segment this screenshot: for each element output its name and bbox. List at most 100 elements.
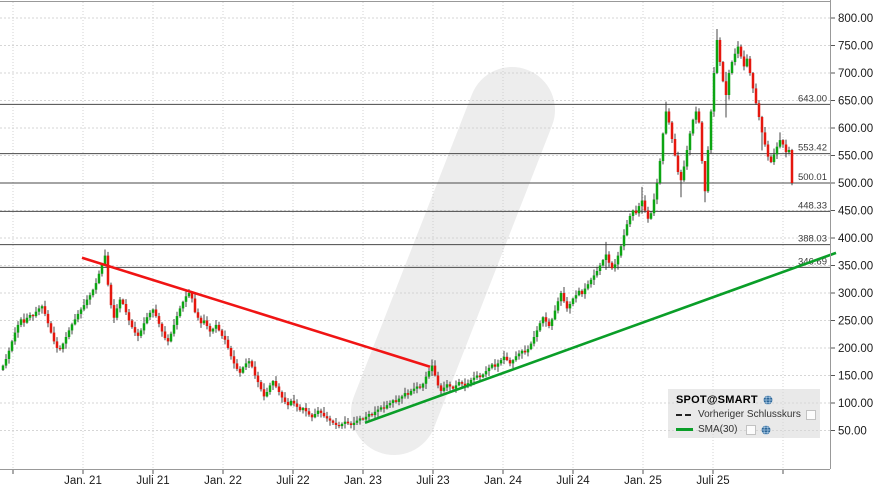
y-axis-label: 50.00 [838, 426, 867, 438]
candle [721, 61, 725, 83]
prev-close-line-swatch [676, 413, 693, 416]
candle [544, 312, 548, 327]
candle [736, 41, 740, 59]
candle [697, 108, 701, 124]
candle [250, 359, 254, 369]
candle [691, 118, 695, 136]
candle [91, 288, 95, 298]
y-axis-label: 500.00 [838, 178, 873, 190]
candle [382, 401, 386, 413]
legend-item-sma: SMA(30) [676, 422, 814, 437]
x-axis-label: Juli 24 [556, 475, 590, 487]
x-axis-label: Juli 22 [276, 475, 309, 487]
y-axis-label: 600.00 [838, 123, 873, 135]
candle [427, 367, 431, 379]
candle [220, 328, 224, 339]
candle [196, 308, 200, 321]
candle [415, 382, 419, 394]
candle [163, 326, 167, 341]
candle [388, 400, 392, 408]
candle [235, 359, 239, 372]
candle [592, 269, 596, 285]
candle [610, 261, 614, 270]
candle [184, 291, 188, 307]
candle [406, 389, 410, 399]
candle [523, 345, 527, 355]
candle [391, 399, 395, 408]
candle [679, 169, 683, 198]
sma-line-swatch [676, 428, 693, 431]
candle [541, 316, 545, 327]
candle [643, 195, 647, 213]
candle [160, 322, 164, 337]
candle [595, 266, 599, 278]
candle [124, 299, 128, 316]
candle [412, 382, 416, 394]
y-axis-label: 350.00 [838, 261, 873, 273]
candle [7, 347, 11, 364]
candle [718, 37, 722, 66]
candle [706, 146, 710, 193]
candle [181, 300, 185, 312]
instrument-globe-icon[interactable] [763, 394, 773, 405]
candle [487, 364, 491, 376]
sma-globe-icon[interactable] [761, 424, 771, 435]
candle [229, 345, 233, 360]
candle [688, 130, 692, 156]
candle [484, 366, 488, 378]
candle [208, 323, 212, 337]
candle [307, 408, 311, 417]
candle [424, 371, 428, 389]
candle [37, 305, 41, 316]
candle [52, 326, 56, 345]
candles-layer [1, 29, 794, 431]
candle [85, 295, 89, 309]
candle [40, 304, 44, 314]
candle [625, 219, 629, 237]
level-label: 388.03 [798, 234, 827, 245]
candle [88, 292, 92, 305]
candle [226, 336, 230, 350]
candle [550, 317, 554, 330]
support-trendline[interactable] [364, 251, 837, 425]
candle [370, 412, 374, 417]
candle [67, 327, 71, 340]
candle [538, 320, 542, 332]
candle [49, 321, 53, 334]
level-label: 553.42 [798, 143, 827, 154]
candle [715, 29, 719, 75]
candle [421, 382, 425, 391]
sma-checkbox[interactable] [746, 424, 757, 435]
candle [682, 160, 686, 182]
candle [655, 178, 659, 205]
y-axis-label: 150.00 [838, 371, 873, 383]
y-axis-label: 650.00 [838, 96, 873, 108]
candle [325, 411, 329, 422]
candle [283, 392, 287, 405]
y-axis-label: 450.00 [838, 206, 873, 218]
candle [766, 140, 770, 161]
x-axis-label: Jan. 21 [64, 475, 102, 487]
candle [637, 202, 641, 217]
candle [31, 314, 35, 321]
candle [532, 331, 536, 347]
axes-layer: Jan. 21 Juli 21 Jan. 22 Juli 22 Jan. 23 Juli … [0, 0, 873, 487]
candle [322, 406, 326, 418]
x-axis-label: Juli 25 [696, 475, 729, 487]
candle [343, 416, 347, 429]
candle [670, 120, 674, 143]
candle [745, 54, 749, 68]
candle [568, 301, 572, 314]
candle [760, 115, 764, 151]
candle [772, 148, 776, 165]
prev-close-checkbox[interactable] [805, 409, 816, 420]
candle [562, 287, 566, 303]
resistance-trendline[interactable] [81, 256, 431, 368]
candle [700, 120, 704, 164]
candle [79, 307, 83, 319]
candle [496, 359, 500, 372]
candle [649, 211, 653, 220]
candle [337, 421, 341, 429]
candle [298, 404, 302, 412]
